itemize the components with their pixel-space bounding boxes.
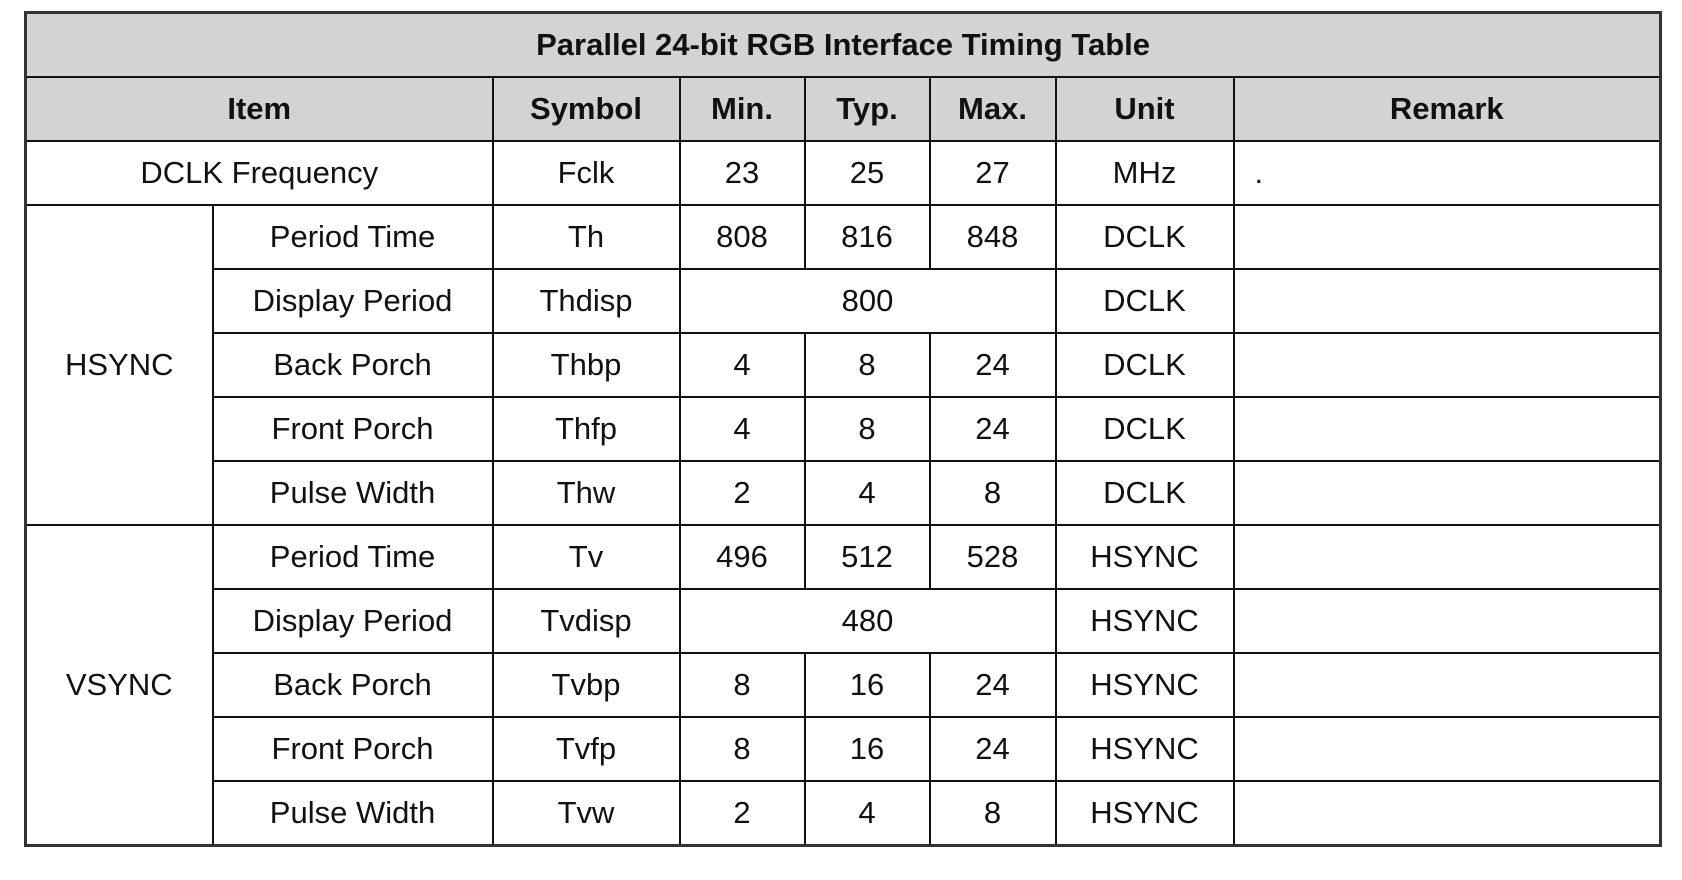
unit-cell: HSYNC [1054, 652, 1235, 718]
item-cell: Display Period [211, 268, 494, 334]
typ-cell: 816 [803, 204, 931, 270]
item-cell: Period Time [211, 204, 494, 270]
header-cell: Symbol [491, 76, 681, 142]
title-row: Parallel 24-bit RGB Interface Timing Tab… [24, 11, 1662, 78]
data-row: DCLK Frequency Fclk 23 25 27 MHz. [24, 140, 1662, 206]
unit-cell: DCLK [1054, 332, 1235, 398]
data-row: Pulse Width Thw 2 4 8 DCLK [26, 460, 1662, 526]
unit-cell: HSYNC [1054, 780, 1235, 847]
header-cell: Unit [1054, 76, 1235, 142]
unit-cell: DCLK [1054, 460, 1235, 526]
header-cell: Max. [928, 76, 1057, 142]
typ-cell: 512 [803, 524, 931, 590]
max-cell: 8 [928, 460, 1057, 526]
max-cell: 27 [928, 140, 1057, 206]
symbol-cell: Tvfp [491, 716, 681, 782]
max-cell: 8 [928, 780, 1057, 847]
item-cell: Pulse Width [211, 460, 494, 526]
symbol-cell: Thdisp [491, 268, 681, 334]
data-row: VSYNC Period Time Tv 496 512 528 HSYNC [24, 524, 1662, 847]
min-cell: 8 [678, 716, 806, 782]
data-row: Back Porch Tvbp 8 16 24 HSYNC [26, 652, 1662, 718]
remark-cell [1232, 780, 1662, 847]
header-cell: Item [24, 76, 494, 142]
data-row: Pulse Width Tvw 2 4 8 HSYNC [26, 780, 1662, 847]
item-cell: Back Porch [211, 652, 494, 718]
header-cell: Remark [1232, 76, 1662, 142]
item-cell: Pulse Width [211, 780, 494, 847]
item-cell: Front Porch [211, 396, 494, 462]
symbol-cell: Th [491, 204, 681, 270]
item-cell: Front Porch [211, 716, 494, 782]
group-cell: VSYNC [24, 524, 214, 847]
typ-cell: 4 [803, 780, 931, 847]
min-cell: 4 [678, 332, 806, 398]
max-cell: 24 [928, 716, 1057, 782]
remark-cell [1232, 396, 1662, 462]
max-cell: 24 [928, 332, 1057, 398]
header-cell: Min. [678, 76, 806, 142]
typ-cell: 16 [803, 652, 931, 718]
item-cell: DCLK Frequency [24, 140, 494, 206]
min-cell: 2 [678, 780, 806, 847]
remark-cell [1232, 524, 1662, 590]
remark-cell [1232, 588, 1662, 654]
data-row: HSYNC Period Time Th 808 816 848 DCLK [24, 204, 1662, 526]
typ-cell: 8 [803, 396, 931, 462]
symbol-cell: Thw [491, 460, 681, 526]
remark-cell: . [1232, 140, 1662, 206]
remark-cell [1232, 204, 1662, 270]
symbol-cell: Tvdisp [491, 588, 681, 654]
min-cell: 496 [678, 524, 806, 590]
min-cell: 4 [678, 396, 806, 462]
unit-cell: MHz [1054, 140, 1235, 206]
symbol-cell: Thbp [491, 332, 681, 398]
data-row: Back Porch Thbp 4 8 24 DCLK [26, 332, 1662, 398]
max-cell: 528 [928, 524, 1057, 590]
typ-cell: 8 [803, 332, 931, 398]
unit-cell: DCLK [1054, 396, 1235, 462]
header-cell: Typ. [803, 76, 931, 142]
data-row: Front Porch Tvfp 8 16 24 HSYNC [26, 716, 1662, 782]
header-row: Item Symbol Min. Typ. Max. Unit Remark [24, 76, 1662, 142]
symbol-cell: Tv [491, 524, 681, 590]
item-cell: Display Period [211, 588, 494, 654]
remark-cell [1232, 332, 1662, 398]
typ-cell: 16 [803, 716, 931, 782]
symbol-cell: Tvbp [491, 652, 681, 718]
unit-cell: HSYNC [1054, 716, 1235, 782]
typ-cell: 25 [803, 140, 931, 206]
data-row: Display Period Tvdisp 480 HSYNC [26, 588, 1662, 654]
typ-cell: 4 [803, 460, 931, 526]
remark-cell [1232, 460, 1662, 526]
table-title: Parallel 24-bit RGB Interface Timing Tab… [24, 11, 1662, 78]
unit-cell: DCLK [1054, 204, 1235, 270]
typ-cell: 800 [678, 268, 1057, 334]
unit-cell: HSYNC [1054, 524, 1235, 590]
group-cell: HSYNC [24, 204, 214, 526]
data-row: Front Porch Thfp 4 8 24 DCLK [26, 396, 1662, 462]
min-cell: 23 [678, 140, 806, 206]
item-cell: Back Porch [211, 332, 494, 398]
symbol-cell: Thfp [491, 396, 681, 462]
unit-cell: DCLK [1054, 268, 1235, 334]
timing-table: Parallel 24-bit RGB Interface Timing Tab… [24, 11, 1663, 847]
symbol-cell: Tvw [491, 780, 681, 847]
remark-cell [1232, 652, 1662, 718]
symbol-cell: Fclk [491, 140, 681, 206]
max-cell: 24 [928, 396, 1057, 462]
remark-cell [1232, 268, 1662, 334]
min-cell: 808 [678, 204, 806, 270]
data-row: Display Period Thdisp 800 DCLK [26, 268, 1662, 334]
unit-cell: HSYNC [1054, 588, 1235, 654]
max-cell: 24 [928, 652, 1057, 718]
remark-cell [1232, 716, 1662, 782]
min-cell: 2 [678, 460, 806, 526]
min-cell: 8 [678, 652, 806, 718]
typ-cell: 480 [678, 588, 1057, 654]
item-cell: Period Time [211, 524, 494, 590]
max-cell: 848 [928, 204, 1057, 270]
